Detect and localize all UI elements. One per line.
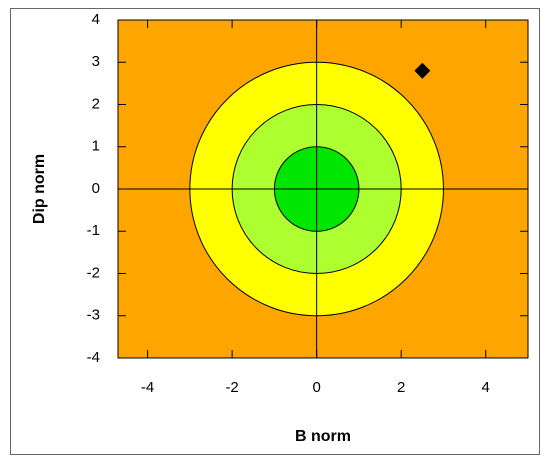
y-axis-title: Dip norm: [31, 154, 48, 224]
point: [414, 62, 431, 79]
y-tick-label: -4: [87, 349, 100, 366]
y-tick-label: 3: [92, 53, 100, 70]
x-tick-label: 2: [397, 379, 405, 396]
x-tick-label: 0: [312, 379, 320, 396]
x-tick-label: -4: [141, 379, 154, 396]
y-tick-label: -1: [87, 222, 100, 239]
y-tick-label: 2: [92, 95, 100, 112]
y-tick-label: -2: [87, 264, 100, 281]
plot-area: [118, 20, 528, 358]
x-tick-label: -2: [225, 379, 238, 396]
y-tick-label: 0: [92, 180, 100, 197]
x-tick-label: 4: [482, 379, 490, 396]
y-tick-label: -3: [87, 307, 100, 324]
y-tick-label: 4: [92, 11, 100, 28]
y-tick-label: 1: [92, 138, 100, 155]
x-axis-title: B norm: [295, 428, 351, 445]
